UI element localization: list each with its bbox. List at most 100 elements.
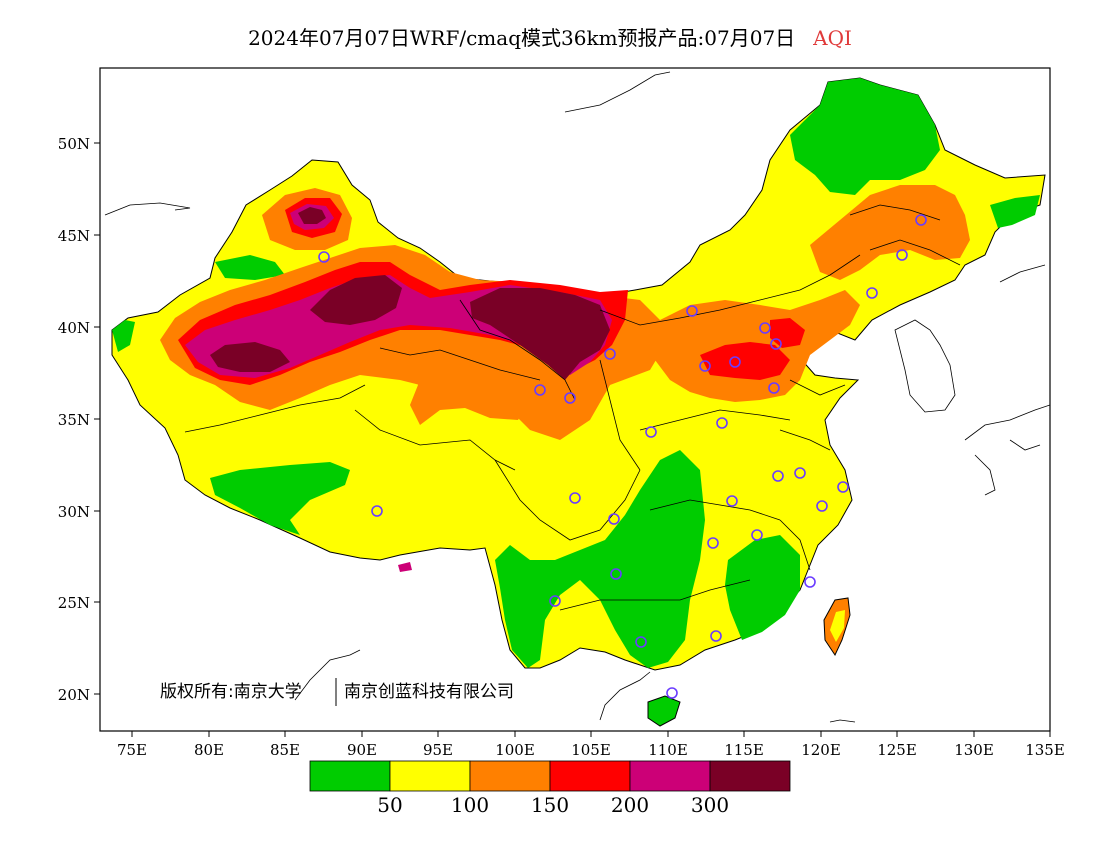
aqi-field — [111, 77, 1046, 727]
city-marker — [770, 338, 782, 350]
legend-swatch-150-200 — [549, 760, 631, 792]
lon-label-120: 120E — [801, 741, 841, 759]
green-xinjiang-west — [112, 320, 135, 352]
copyright-note: 版权所有:南京大学 南京创蓝科技有限公司 — [160, 678, 514, 706]
city-marker — [604, 348, 616, 360]
lat-label-35: 35N — [58, 411, 90, 429]
city-marker — [915, 214, 927, 226]
lon-label-75: 75E — [117, 741, 147, 759]
lon-label-80: 80E — [194, 741, 224, 759]
city-marker — [726, 495, 738, 507]
border-henan-hubei — [639, 409, 791, 431]
city-marker — [534, 384, 546, 396]
lat-label-25: 25N — [58, 594, 90, 612]
border-northeast-2 — [849, 204, 941, 221]
japan-coast — [964, 404, 1050, 496]
city-marker — [768, 382, 780, 394]
green-northeast — [790, 78, 940, 195]
border-shaanxi — [599, 359, 641, 471]
city-marker — [804, 576, 816, 588]
city-markers — [318, 214, 927, 699]
lat-label-45: 45N — [58, 227, 90, 245]
lon-label-105: 105E — [571, 741, 611, 759]
city-marker — [610, 568, 622, 580]
maroon-gansu-nmg — [470, 288, 610, 380]
city-marker — [816, 500, 828, 512]
indochina-coast — [599, 671, 651, 721]
city-marker — [564, 392, 576, 404]
city-marker — [666, 687, 678, 699]
city-marker — [772, 470, 784, 482]
lon-label-115: 115E — [724, 741, 764, 759]
border-fujian — [779, 519, 811, 571]
aqi-legend: 50 100 150 200 300 — [309, 760, 791, 817]
border-kazakh-west — [104, 202, 191, 216]
magenta-tibet-spot — [398, 562, 412, 572]
lon-label-130: 130E — [954, 741, 994, 759]
city-marker — [729, 356, 741, 368]
city-marker — [569, 492, 581, 504]
city-marker — [549, 595, 561, 607]
lat-label-20: 20N — [58, 686, 90, 704]
city-marker — [896, 249, 908, 261]
legend-swatch-50-100 — [389, 760, 471, 792]
city-marker — [710, 630, 722, 642]
hainan-island — [647, 695, 681, 727]
border-tibet-qinghai — [354, 409, 516, 471]
city-marker — [645, 426, 657, 438]
legend-label-200: 200 — [611, 793, 649, 817]
border-xinjiang-tibet — [184, 384, 366, 433]
legend-label-50: 50 — [377, 793, 402, 817]
lon-label-110: 110E — [648, 741, 688, 759]
city-marker — [635, 636, 647, 648]
legend-swatch-300-plus — [709, 760, 791, 792]
city-marker — [794, 467, 806, 479]
india-border — [294, 649, 361, 701]
copyright-owner-2: 南京创蓝科技有限公司 — [344, 682, 514, 702]
orange-qinghai — [410, 345, 530, 425]
border-shandong — [789, 379, 846, 396]
city-marker — [608, 513, 620, 525]
border-gansu-nmg — [459, 299, 576, 401]
lat-label-50: 50N — [58, 135, 90, 153]
province-borders — [104, 71, 1050, 723]
philippines-coast — [829, 719, 856, 723]
korea-peninsula — [894, 319, 956, 413]
green-southeast — [725, 535, 800, 640]
legend-label-300: 300 — [691, 793, 729, 817]
green-south-central — [495, 450, 705, 668]
border-nmg-south — [599, 254, 861, 326]
legend-swatch-0-50 — [309, 760, 391, 792]
lon-label-125: 125E — [877, 741, 917, 759]
title-main: 2024年07月07日WRF/cmaq模式36km预报产品:07月07日 — [248, 26, 796, 50]
lat-label-30: 30N — [58, 503, 90, 521]
map-frame — [99, 67, 1051, 732]
border-hunan — [649, 499, 781, 521]
city-marker — [699, 360, 711, 372]
city-marker — [686, 305, 698, 317]
city-marker — [371, 505, 383, 517]
city-marker — [716, 417, 728, 429]
taiwan-inner — [830, 610, 845, 642]
legend-swatch-100-150 — [469, 760, 551, 792]
border-sichuan — [494, 459, 641, 541]
lon-label-95: 95E — [423, 741, 453, 759]
title-variable: AQI — [813, 26, 852, 50]
city-marker — [837, 481, 849, 493]
maroon-xinjiang-north-core — [298, 207, 326, 224]
border-mongolia-top — [564, 71, 671, 113]
orange-northeast — [810, 185, 970, 280]
russia-coast — [999, 264, 1046, 283]
green-east-coast — [990, 195, 1040, 228]
city-marker — [759, 322, 771, 334]
lon-label-90: 90E — [347, 741, 377, 759]
lon-label-85: 85E — [270, 741, 300, 759]
lat-label-40: 40N — [58, 319, 90, 337]
city-marker — [318, 251, 330, 263]
lon-label-100: 100E — [495, 741, 535, 759]
border-jiangsu — [779, 429, 831, 451]
lat-axis: 50N 45N 40N 35N 30N 25N 20N — [58, 135, 100, 704]
green-xinjiang-north — [215, 255, 285, 280]
city-marker — [751, 529, 763, 541]
